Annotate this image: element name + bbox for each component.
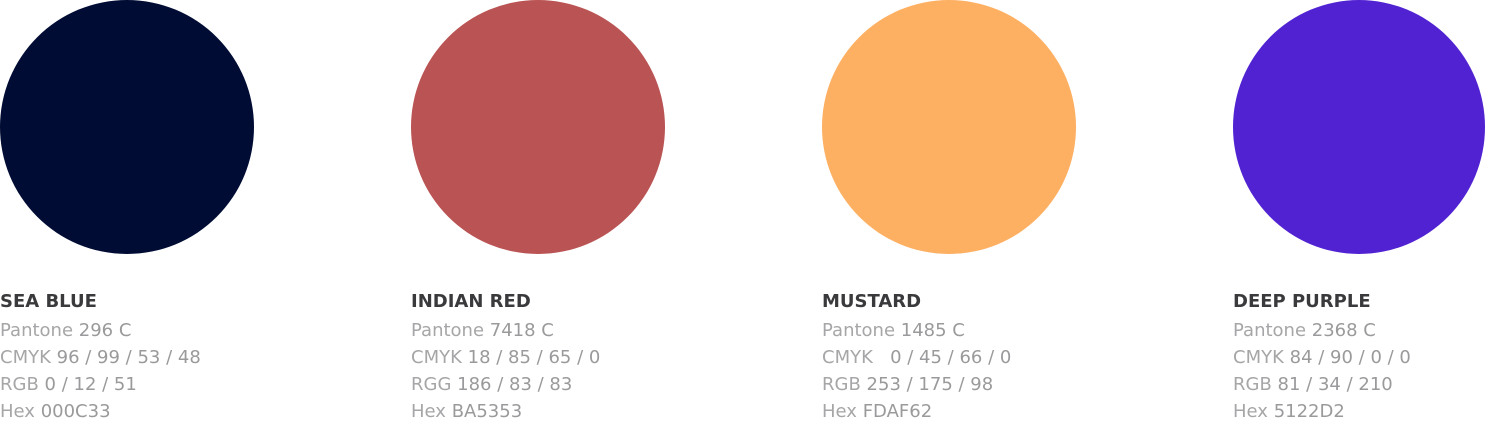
pantone-row: Pantone 7418 C bbox=[411, 317, 671, 344]
swatch-sea-blue: SEA BLUE Pantone 296 C CMYK 96 / 99 / 53… bbox=[0, 0, 260, 447]
cmyk-value: 84 / 90 / 0 / 0 bbox=[1289, 347, 1411, 368]
cmyk-row: CMYK 0 / 45 / 66 / 0 bbox=[822, 344, 1082, 371]
pantone-row: Pantone 296 C bbox=[0, 317, 260, 344]
hex-value: BA5353 bbox=[451, 401, 523, 422]
rgb-value: 253 / 175 / 98 bbox=[866, 374, 994, 395]
hex-row: Hex BA5353 bbox=[411, 398, 671, 425]
hex-value: 5122D2 bbox=[1273, 401, 1345, 422]
color-info: MUSTARD Pantone 1485 C CMYK 0 / 45 / 66 … bbox=[822, 290, 1082, 425]
pantone-row: Pantone 1485 C bbox=[822, 317, 1082, 344]
hex-value: 000C33 bbox=[40, 401, 111, 422]
cmyk-row: CMYK 84 / 90 / 0 / 0 bbox=[1233, 344, 1485, 371]
color-info: DEEP PURPLE Pantone 2368 C CMYK 84 / 90 … bbox=[1233, 290, 1485, 425]
hex-row: Hex FDAF62 bbox=[822, 398, 1082, 425]
rgb-label: RGG bbox=[411, 374, 452, 395]
color-info: INDIAN RED Pantone 7418 C CMYK 18 / 85 /… bbox=[411, 290, 671, 425]
hex-label: Hex bbox=[411, 401, 446, 422]
pantone-value: 7418 C bbox=[489, 320, 554, 341]
color-name: INDIAN RED bbox=[411, 291, 531, 312]
color-circle bbox=[0, 0, 254, 254]
pantone-value: 2368 C bbox=[1311, 320, 1376, 341]
cmyk-label: CMYK bbox=[1233, 347, 1284, 368]
hex-label: Hex bbox=[0, 401, 35, 422]
cmyk-value: 18 / 85 / 65 / 0 bbox=[467, 347, 601, 368]
cmyk-label: CMYK bbox=[0, 347, 51, 368]
cmyk-row: CMYK 18 / 85 / 65 / 0 bbox=[411, 344, 671, 371]
rgb-label: RGB bbox=[0, 374, 39, 395]
swatch-mustard: MUSTARD Pantone 1485 C CMYK 0 / 45 / 66 … bbox=[822, 0, 1082, 447]
color-circle bbox=[822, 0, 1076, 254]
pantone-row: Pantone 2368 C bbox=[1233, 317, 1485, 344]
pantone-label: Pantone bbox=[0, 320, 74, 341]
swatch-indian-red: INDIAN RED Pantone 7418 C CMYK 18 / 85 /… bbox=[411, 0, 671, 447]
rgb-label: RGB bbox=[822, 374, 861, 395]
cmyk-row: CMYK 96 / 99 / 53 / 48 bbox=[0, 344, 260, 371]
rgb-value: 81 / 34 / 210 bbox=[1277, 374, 1393, 395]
cmyk-value: 0 / 45 / 66 / 0 bbox=[878, 347, 1012, 368]
rgb-value: 186 / 83 / 83 bbox=[457, 374, 573, 395]
pantone-value: 1485 C bbox=[900, 320, 965, 341]
hex-label: Hex bbox=[822, 401, 857, 422]
rgb-label: RGB bbox=[1233, 374, 1272, 395]
color-name: SEA BLUE bbox=[0, 291, 97, 312]
color-name: MUSTARD bbox=[822, 291, 922, 312]
rgb-row: RGB 81 / 34 / 210 bbox=[1233, 371, 1485, 398]
rgb-row: RGB 0 / 12 / 51 bbox=[0, 371, 260, 398]
color-name: DEEP PURPLE bbox=[1233, 291, 1371, 312]
pantone-label: Pantone bbox=[411, 320, 485, 341]
rgb-row: RGG 186 / 83 / 83 bbox=[411, 371, 671, 398]
pantone-label: Pantone bbox=[822, 320, 896, 341]
hex-label: Hex bbox=[1233, 401, 1268, 422]
hex-row: Hex 5122D2 bbox=[1233, 398, 1485, 425]
hex-row: Hex 000C33 bbox=[0, 398, 260, 425]
cmyk-label: CMYK bbox=[822, 347, 873, 368]
hex-value: FDAF62 bbox=[862, 401, 933, 422]
cmyk-value: 96 / 99 / 53 / 48 bbox=[56, 347, 201, 368]
color-info: SEA BLUE Pantone 296 C CMYK 96 / 99 / 53… bbox=[0, 290, 260, 425]
pantone-value: 296 C bbox=[78, 320, 132, 341]
rgb-row: RGB 253 / 175 / 98 bbox=[822, 371, 1082, 398]
swatch-deep-purple: DEEP PURPLE Pantone 2368 C CMYK 84 / 90 … bbox=[1233, 0, 1485, 447]
color-circle bbox=[411, 0, 665, 254]
rgb-value: 0 / 12 / 51 bbox=[44, 374, 137, 395]
cmyk-label: CMYK bbox=[411, 347, 462, 368]
pantone-label: Pantone bbox=[1233, 320, 1307, 341]
color-circle bbox=[1233, 0, 1485, 254]
